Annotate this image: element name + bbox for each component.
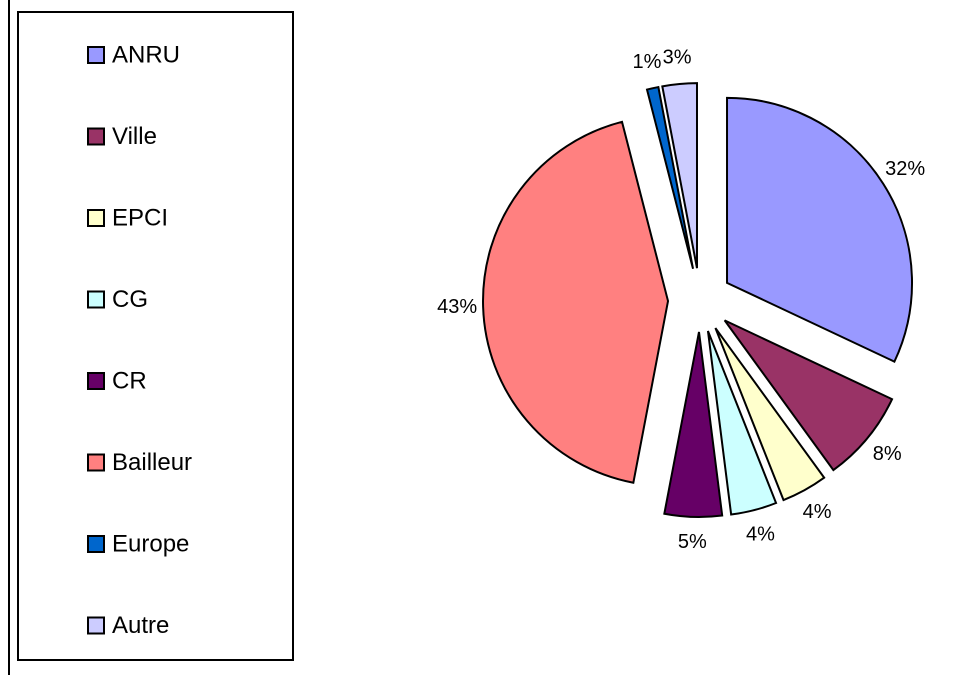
data-label: 32% bbox=[885, 158, 925, 180]
legend-swatch bbox=[87, 372, 105, 390]
data-label: 1% bbox=[633, 51, 662, 73]
legend-swatch bbox=[87, 209, 105, 227]
legend-label: CR bbox=[112, 367, 147, 394]
data-label: 43% bbox=[437, 296, 477, 318]
pie-slice bbox=[706, 330, 778, 516]
legend-swatch bbox=[87, 127, 105, 146]
pie-slice bbox=[661, 82, 698, 269]
data-label: 4% bbox=[746, 524, 775, 546]
data-label: 8% bbox=[873, 443, 902, 465]
pie-slice bbox=[482, 120, 670, 484]
pie-slice bbox=[645, 85, 695, 270]
data-label: 4% bbox=[803, 501, 832, 523]
legend-box bbox=[17, 11, 294, 661]
legend-label: ANRU bbox=[112, 41, 180, 68]
legend-swatch bbox=[87, 290, 105, 309]
data-label: 3% bbox=[663, 46, 692, 68]
pie-slice bbox=[714, 327, 826, 502]
pie-slice bbox=[726, 96, 914, 363]
legend-label: Bailleur bbox=[112, 449, 192, 476]
legend-swatch bbox=[87, 46, 105, 64]
legend-swatch bbox=[87, 535, 105, 553]
legend-label: Autre bbox=[112, 612, 169, 639]
legend-label: EPCI bbox=[112, 204, 168, 231]
pie-slice bbox=[723, 319, 894, 472]
pie-slice bbox=[663, 331, 724, 518]
data-label: 5% bbox=[678, 531, 707, 553]
legend-label: Europe bbox=[112, 530, 189, 557]
legend-swatch bbox=[87, 453, 105, 472]
legend-swatch bbox=[87, 616, 105, 635]
legend-label: CG bbox=[112, 286, 148, 313]
legend-label: Ville bbox=[112, 123, 157, 150]
